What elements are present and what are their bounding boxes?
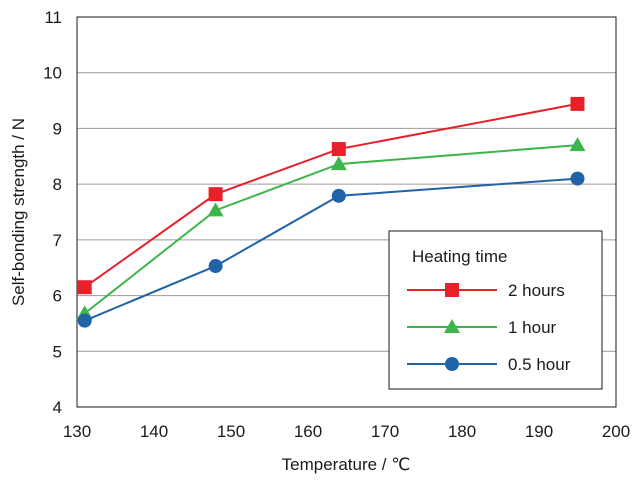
y-tick-label: 10 — [43, 64, 62, 83]
legend-marker — [445, 357, 459, 371]
data-point — [331, 188, 346, 203]
legend: Heating time 2 hours 1 hour 0.5 hour — [388, 230, 603, 390]
x-tick-label: 140 — [140, 422, 168, 441]
y-tick-label: 4 — [53, 398, 62, 417]
legend-entry: 2 hours — [407, 281, 565, 300]
legend-label: 0.5 hour — [508, 355, 571, 374]
legend-marker — [445, 283, 459, 297]
legend-box — [388, 230, 603, 390]
y-tick-label: 7 — [53, 231, 62, 250]
x-tick-label: 150 — [217, 422, 245, 441]
y-tick-label: 5 — [53, 342, 62, 361]
legend-label: 2 hours — [508, 281, 565, 300]
x-tick-label: 180 — [448, 422, 476, 441]
plot-area — [76, 16, 617, 408]
data-point — [331, 142, 346, 157]
data-point — [570, 96, 585, 111]
data-point — [208, 187, 223, 202]
series-line — [84, 102, 578, 289]
x-tick-label: 130 — [63, 422, 91, 441]
y-tick-label: 9 — [53, 119, 62, 138]
series-0-5-hour — [77, 171, 585, 328]
legend-entry: 1 hour — [407, 318, 557, 337]
y-axis-ticks: 4 5 6 7 8 9 10 11 — [43, 8, 62, 417]
series — [76, 96, 586, 328]
legend-title: Heating time — [412, 247, 507, 266]
series-2-hours — [77, 96, 585, 295]
data-point — [330, 156, 347, 171]
data-point — [569, 137, 586, 152]
legend-entries: 2 hours 1 hour 0.5 hour — [407, 281, 571, 374]
legend-marker — [444, 319, 460, 333]
y-tick-label: 11 — [44, 8, 62, 27]
y-tick-label: 8 — [53, 175, 62, 194]
x-tick-label: 170 — [371, 422, 399, 441]
data-point — [208, 259, 223, 274]
data-point — [77, 280, 92, 295]
x-tick-label: 200 — [602, 422, 630, 441]
x-tick-label: 190 — [525, 422, 553, 441]
x-axis-ticks: 130 140 150 160 170 180 190 200 — [63, 422, 630, 441]
legend-label: 1 hour — [508, 318, 557, 337]
data-point — [570, 171, 585, 186]
x-tick-label: 160 — [294, 422, 322, 441]
y-tick-label: 6 — [53, 287, 62, 306]
series-line — [84, 144, 578, 315]
data-point — [77, 313, 92, 328]
data-point — [207, 202, 224, 217]
y-axis-label: Self-bonding strength / N — [9, 118, 28, 306]
legend-entry: 0.5 hour — [407, 355, 571, 374]
series-line — [84, 177, 578, 322]
x-axis-label: Temperature / ℃ — [282, 455, 411, 474]
